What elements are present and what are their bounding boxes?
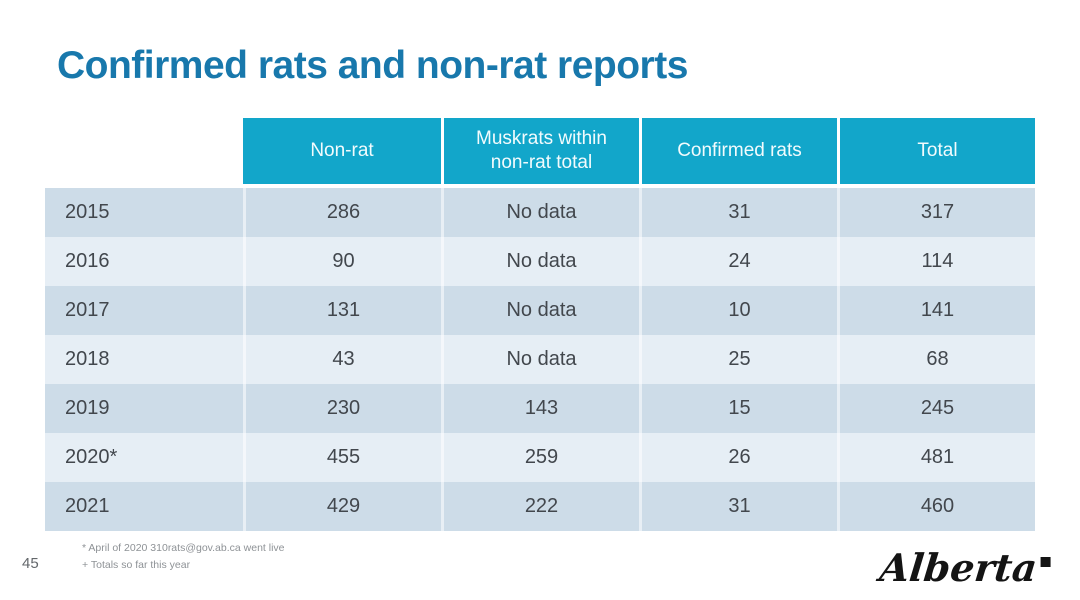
table-cell: 43 (243, 335, 441, 384)
table-cell: 143 (441, 384, 639, 433)
table-cell: 230 (243, 384, 441, 433)
table-cell: No data (441, 286, 639, 335)
rat-reports-table: Non-rat Muskrats within non-rat total Conf… (45, 118, 1035, 531)
year-cell: 2018 (45, 335, 243, 384)
table-cell: 222 (441, 482, 639, 531)
table-cell: No data (441, 237, 639, 286)
table-cell: 455 (243, 433, 441, 482)
table-header-spacer (45, 118, 243, 184)
year-cell: 2016 (45, 237, 243, 286)
page-number: 45 (22, 555, 39, 572)
table-cell: No data (441, 188, 639, 237)
header-body-divider (45, 184, 1035, 188)
footnotes: * April of 2020 310rats@gov.ab.ca went l… (82, 540, 285, 574)
table-cell: 141 (837, 286, 1035, 335)
table-cell: 26 (639, 433, 837, 482)
table-cell: 25 (639, 335, 837, 384)
table-cell: 24 (639, 237, 837, 286)
footnote-totals: + Totals so far this year (82, 558, 191, 571)
year-cell: 2020* (45, 433, 243, 482)
table-cell: 481 (837, 433, 1035, 482)
table-cell: 10 (639, 286, 837, 335)
alberta-logo-text: Alberta (877, 545, 1040, 590)
table-cell: 429 (243, 482, 441, 531)
table-cell: 245 (837, 384, 1035, 433)
table-cell: 286 (243, 188, 441, 237)
table-cell: 68 (837, 335, 1035, 384)
table-cell: 259 (441, 433, 639, 482)
table-cell: No data (441, 335, 639, 384)
alberta-logo: Alberta (878, 545, 1053, 590)
column-header: Non-rat (243, 118, 441, 184)
column-header: Total (837, 118, 1035, 184)
table-cell: 131 (243, 286, 441, 335)
table-cell: 460 (837, 482, 1035, 531)
footnote-april-2020: * April of 2020 310rats@gov.ab.ca went l… (82, 542, 285, 554)
table-cell: 31 (639, 188, 837, 237)
table-cell: 114 (837, 237, 1035, 286)
column-header: Muskrats within non-rat total (441, 118, 639, 184)
column-header: Confirmed rats (639, 118, 837, 184)
year-cell: 2017 (45, 286, 243, 335)
year-cell: 2015 (45, 188, 243, 237)
table-cell: 31 (639, 482, 837, 531)
table-cell: 15 (639, 384, 837, 433)
year-cell: 2021 (45, 482, 243, 531)
year-cell: 2019 (45, 384, 243, 433)
alberta-logo-mark-icon (1040, 557, 1051, 567)
page-title: Confirmed rats and non-rat reports (57, 44, 688, 87)
table-cell: 317 (837, 188, 1035, 237)
table-cell: 90 (243, 237, 441, 286)
